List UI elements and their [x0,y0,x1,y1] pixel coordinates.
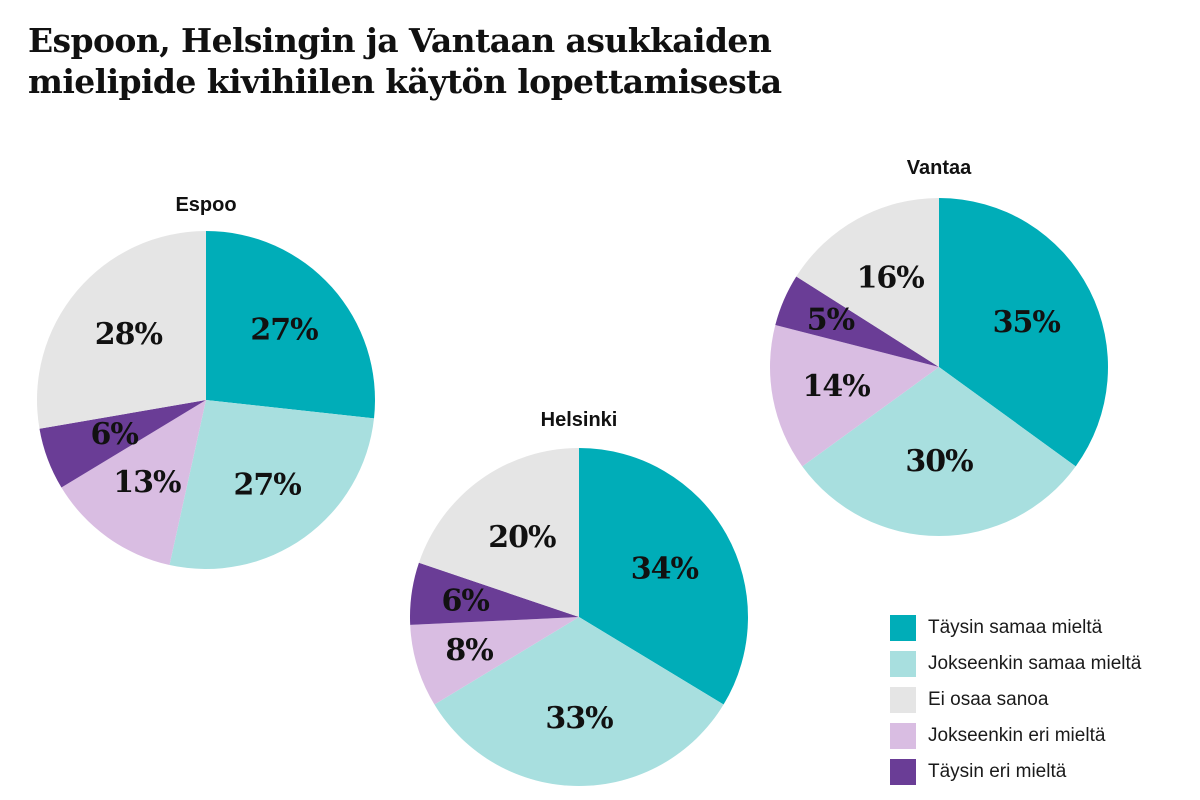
legend-item-taysin-eri: Täysin eri mieltä [890,754,1141,790]
pie-vantaa: 35% 30% 14% 5%16% Vantaa [770,157,1108,536]
pie-slice-helsinki-jokseenkin-samaa-mielta [434,617,724,786]
legend-item-taysin-samaa: Täysin samaa mieltä [890,610,1141,646]
legend-item-ei-osaa-sanoa: Ei osaa sanoa [890,682,1141,718]
slice-label-espoo-ei-osaa-sanoa: 28% [95,317,163,352]
pie-slice-vantaa-jokseenkin-eri-mielta [770,324,939,467]
slice-label-helsinki-ei-osaa-sanoa: 20% [488,520,556,555]
pie-slice-espoo-taysin-samaa-mielta [206,231,376,419]
pie-slice-helsinki-ei-osaa-sanoa [418,447,579,617]
slice-label-vantaa-taysin-eri-mielta: 5% [807,303,855,338]
chart-title-line-2: mielipide kivihiilen käytön lopettamises… [28,62,782,101]
slice-label-helsinki-taysin-eri-mielta: 6% [442,584,490,619]
legend-item-jokseenkin-eri: Jokseenkin eri mieltä [890,718,1141,754]
slice-label-vantaa-jokseenkin-eri-mielta: 14% [802,369,870,404]
chart-title-line-1: Espoon, Helsingin ja Vantaan asukkaiden [28,21,772,60]
pie-espoo: 27% 27% 13% 6% 28% Espoo [37,194,376,570]
pie-slice-espoo-taysin-eri-mielta [39,400,206,488]
legend-label-taysin-eri: Täysin eri mieltä [928,761,1067,782]
legend-swatch-ei-osaa-sanoa [890,687,916,713]
chart-title: Espoon, Helsingin ja Vantaan asukkaiden … [28,20,1028,102]
legend-swatch-jokseenkin-samaa [890,651,916,677]
pie-title-vantaa: Vantaa [907,157,972,179]
pie-slice-espoo-jokseenkin-eri-mielta [61,400,207,566]
legend-label-jokseenkin-samaa: Jokseenkin samaa mieltä [928,653,1142,674]
slice-label-vantaa-jokseenkin-samaa-mielta: 30% [905,444,973,479]
pie-slice-helsinki-jokseenkin-eri-mielta [410,617,579,705]
pie-slice-vantaa-taysin-eri-mielta [775,276,939,367]
pie-slice-vantaa-jokseenkin-samaa-mielta [802,367,1076,536]
legend-swatch-jokseenkin-eri [890,723,916,749]
slice-label-espoo-taysin-samaa-mielta: 27% [250,313,318,348]
pie-slice-espoo-jokseenkin-samaa-mielta [169,400,374,570]
slice-label-vantaa-ei-osaa-sanoa: 16% [857,261,925,296]
slice-label-espoo-taysin-eri-mielta: 6% [91,417,139,452]
legend-label-ei-osaa-sanoa: Ei osaa sanoa [928,689,1049,710]
pie-slice-helsinki-taysin-samaa-mielta [579,448,748,705]
pie-slice-helsinki-taysin-eri-mielta [409,562,579,625]
pie-helsinki: 34% 33% 8% 6% 20% Helsinki [409,409,748,786]
slice-label-helsinki-jokseenkin-eri-mielta: 8% [445,633,493,668]
pie-slice-vantaa-taysin-samaa-mielta [939,198,1108,467]
slice-label-vantaa-taysin-samaa-mielta: 35% [993,305,1061,340]
legend-swatch-taysin-eri [890,759,916,785]
pie-title-helsinki: Helsinki [541,409,618,431]
legend-swatch-taysin-samaa [890,615,916,641]
slice-label-helsinki-taysin-samaa-mielta: 34% [631,551,699,586]
legend-label-jokseenkin-eri: Jokseenkin eri mieltä [928,725,1106,746]
pie-title-espoo: Espoo [175,194,236,216]
pie-slice-vantaa-ei-osaa-sanoa [796,198,939,367]
legend-label-taysin-samaa: Täysin samaa mieltä [928,617,1103,638]
slice-label-helsinki-jokseenkin-samaa-mielta: 33% [545,701,613,736]
slice-label-espoo-jokseenkin-eri-mielta: 13% [113,465,181,500]
legend-item-jokseenkin-samaa: Jokseenkin samaa mieltä [890,646,1141,682]
legend: Täysin samaa mieltä Jokseenkin samaa mie… [890,610,1141,790]
slice-label-espoo-jokseenkin-samaa-mielta: 27% [233,468,301,503]
pie-slice-espoo-ei-osaa-sanoa [37,231,207,429]
